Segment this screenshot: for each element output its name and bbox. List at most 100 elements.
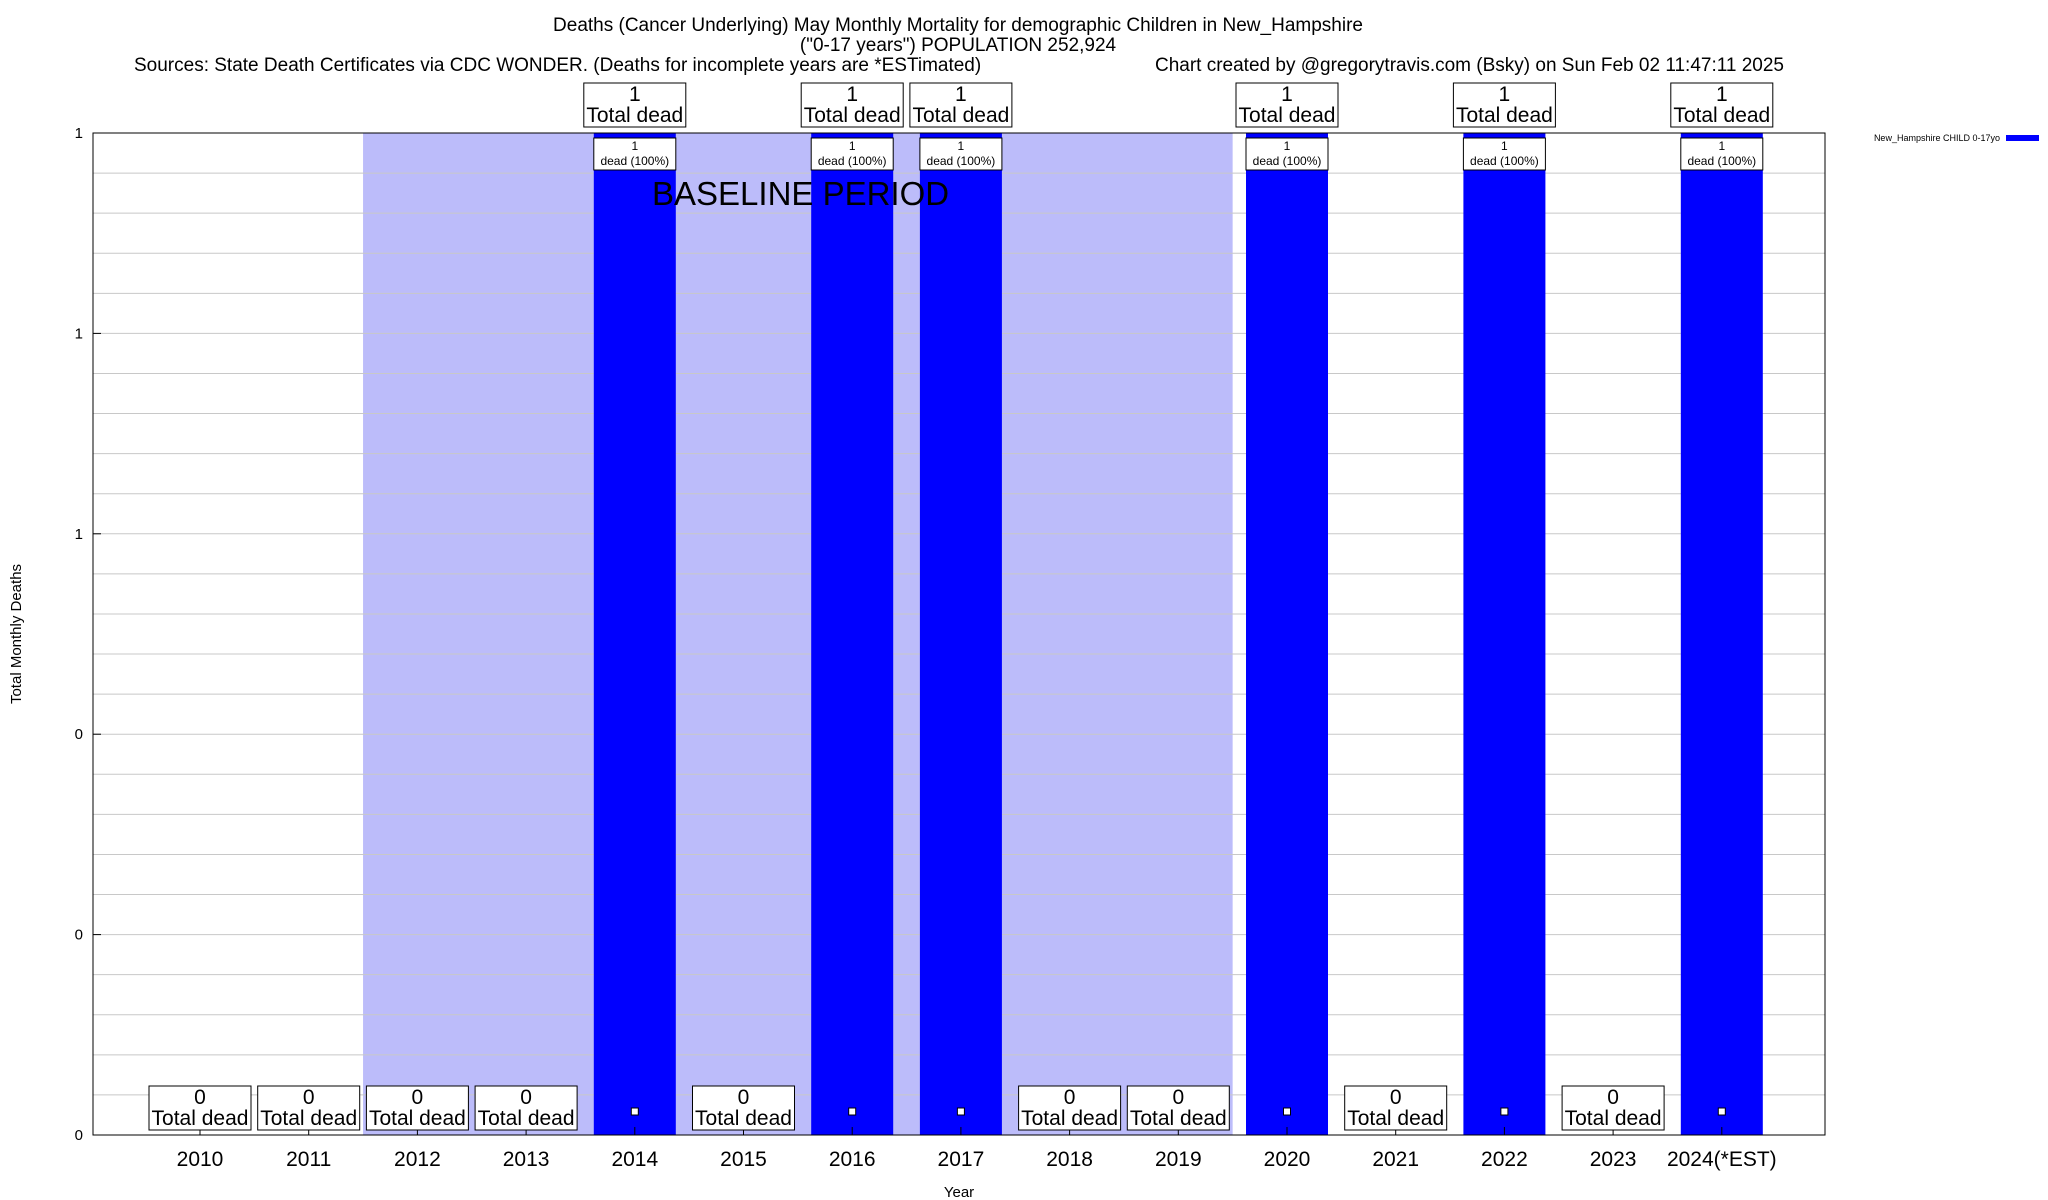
inner-label-count: 1 <box>1501 139 1508 153</box>
y-axis-label: Total Monthly Deaths <box>8 564 25 704</box>
total-box-label: Total dead <box>478 1107 575 1130</box>
x-tick-label: 2024(*EST) <box>1667 1148 1777 1171</box>
total-box-value: 0 <box>412 1086 424 1109</box>
x-tick-label: 2015 <box>720 1148 767 1171</box>
inner-label-text: dead (100%) <box>1470 154 1539 168</box>
inner-label-box <box>1245 137 1329 171</box>
total-box-value: 1 <box>1281 83 1293 106</box>
inner-label-text: dead (100%) <box>818 154 887 168</box>
baseline-period-label: BASELINE PERIOD <box>652 175 949 212</box>
total-box <box>1344 1085 1448 1131</box>
total-box <box>1126 1085 1230 1131</box>
inner-label-box <box>1680 137 1764 171</box>
total-box <box>583 82 687 128</box>
inner-label-count: 1 <box>1284 139 1291 153</box>
total-box-value: 1 <box>629 83 641 106</box>
inner-label-count: 1 <box>849 139 856 153</box>
x-tick-label: 2014 <box>611 1148 658 1171</box>
total-box <box>800 82 904 128</box>
total-box-value: 0 <box>1172 1086 1184 1109</box>
y-tick-label: 1 <box>75 125 83 142</box>
inner-label-count: 1 <box>1718 139 1725 153</box>
total-box <box>692 1085 795 1131</box>
total-box-value: 1 <box>1499 83 1511 106</box>
total-box-label: Total dead <box>1673 104 1770 127</box>
total-box-value: 1 <box>846 83 858 106</box>
y-axis-ticks: 0 0 0 1 1 1 <box>75 125 101 1144</box>
total-box-label: Total dead <box>1456 104 1553 127</box>
total-box-label: Total dead <box>1239 104 1336 127</box>
total-box-value: 0 <box>738 1086 750 1109</box>
legend-swatch <box>2006 135 2039 141</box>
total-box-label: Total dead <box>1347 1107 1444 1130</box>
inner-label-text: dead (100%) <box>1253 154 1322 168</box>
x-tick-label: 2020 <box>1264 1148 1311 1171</box>
chart-title: Deaths (Cancer Underlying) May Monthly M… <box>553 15 1363 36</box>
x-tick-label: 2022 <box>1481 1148 1528 1171</box>
total-box-label: Total dead <box>260 1107 357 1130</box>
x-tick-label: 2010 <box>177 1148 224 1171</box>
zero-marker <box>630 1107 639 1116</box>
y-tick-label: 1 <box>75 526 83 543</box>
inner-label-text: dead (100%) <box>927 154 996 168</box>
bar <box>919 133 1002 1135</box>
total-box-value: 0 <box>303 1086 315 1109</box>
total-box-label: Total dead <box>912 104 1009 127</box>
plot-frame <box>92 132 1826 1136</box>
legend: New_Hampshire CHILD 0-17yo <box>1874 133 2039 143</box>
x-tick-label: 2011 <box>286 1148 331 1171</box>
total-box-label: Total dead <box>369 1107 466 1130</box>
total-box <box>909 82 1013 128</box>
bar <box>1246 133 1328 1135</box>
y-tick-label: 1 <box>75 325 83 342</box>
x-tick-label: 2016 <box>829 1148 876 1171</box>
bar <box>1680 133 1763 1135</box>
x-tick-label: 2017 <box>938 1148 985 1171</box>
total-box <box>1670 82 1774 128</box>
legend-label: New_Hampshire CHILD 0-17yo <box>1874 133 2000 143</box>
y-tick-label: 0 <box>75 726 83 743</box>
total-box-value: 0 <box>520 1086 532 1109</box>
total-box-label: Total dead <box>1565 1107 1662 1130</box>
chart-credit: Chart created by @gregorytravis.com (Bsk… <box>1155 55 1784 76</box>
inner-label-box <box>919 137 1003 171</box>
chart-sources: Sources: State Death Certificates via CD… <box>134 55 981 76</box>
bar <box>1463 133 1546 1135</box>
bar <box>593 133 676 1135</box>
inner-label-box <box>810 137 894 171</box>
total-box <box>365 1085 469 1131</box>
inner-label-text: dead (100%) <box>600 154 669 168</box>
x-tick-label: 2023 <box>1590 1148 1637 1171</box>
zero-marker <box>1717 1107 1726 1116</box>
x-tick-label: 2012 <box>394 1148 441 1171</box>
total-box-value: 0 <box>194 1086 206 1109</box>
zero-marker <box>1500 1107 1509 1116</box>
zero-marker <box>1283 1107 1291 1116</box>
inner-label-count: 1 <box>958 139 965 153</box>
zero-marker <box>848 1107 857 1116</box>
total-box <box>1018 1085 1122 1131</box>
total-box-label: Total dead <box>1021 1107 1118 1130</box>
total-box <box>474 1085 578 1131</box>
inner-label-count: 1 <box>631 139 638 153</box>
x-tick-label: 2013 <box>503 1148 550 1171</box>
inner-label-box <box>1462 137 1546 171</box>
total-box-value: 0 <box>1064 1086 1076 1109</box>
plot-area: BASELINE PERIOD 0 0 0 1 1 1 2010 2011 2012 2013 2… <box>75 82 1826 1171</box>
baseline-shade-layer <box>363 133 1233 1135</box>
x-axis-ticks: 2010 2011 2012 2013 2014 2015 2016 2017 2018 2019… <box>177 1127 1777 1171</box>
zero-marker <box>956 1107 965 1116</box>
total-box <box>1561 1085 1665 1131</box>
y-tick-label: 0 <box>75 927 83 944</box>
total-box <box>148 1085 252 1131</box>
y-tick-label: 0 <box>75 1127 83 1144</box>
bar <box>811 133 894 1135</box>
total-box-label: Total dead <box>586 104 683 127</box>
total-box-label: Total dead <box>152 1107 249 1130</box>
total-box-value: 0 <box>1607 1086 1619 1109</box>
inner-label-text: dead (100%) <box>1687 154 1756 168</box>
bars <box>593 133 1763 1135</box>
total-box-value: 1 <box>955 83 967 106</box>
